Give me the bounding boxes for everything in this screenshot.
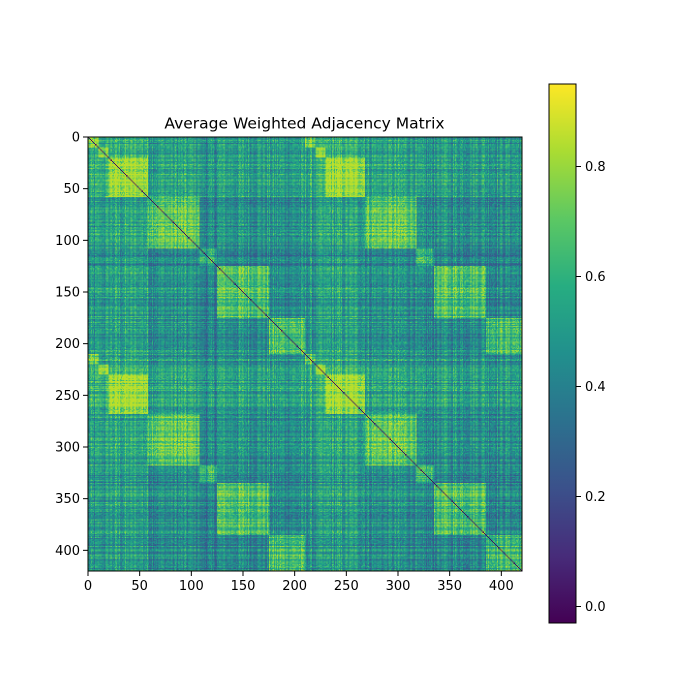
colorbar-tick-label: 0.4 [585,380,606,395]
x-tick-label: 250 [334,579,359,594]
x-tick-label: 150 [231,579,256,594]
colorbar-tick-label: 0.2 [585,490,606,505]
x-axis: 0 50 100 150 200 250 300 350 400 [84,571,514,594]
x-tick-label: 50 [131,579,148,594]
y-axis: 0 50 100 150 200 250 300 350 400 [55,131,88,559]
plot-frame [87,136,523,572]
colorbar: 0.0 0.2 0.4 0.6 0.8 [548,83,606,624]
chart-title: Average Weighted Adjacency Matrix [164,115,444,133]
y-tick-label: 300 [55,441,80,456]
y-tick-label: 50 [63,182,80,197]
x-tick-label: 350 [437,579,462,594]
y-tick-label: 350 [55,492,80,507]
colorbar-tick-label: 0.6 [585,270,606,285]
x-tick-label: 100 [179,579,204,594]
heatmap-area [87,136,523,572]
x-tick-label: 200 [282,579,307,594]
colorbar-axis: 0.0 0.2 0.4 0.6 0.8 [576,160,606,615]
x-tick-label: 0 [84,579,92,594]
x-tick-label: 400 [489,579,514,594]
y-tick-label: 100 [55,234,80,249]
heatmap-image [88,137,522,571]
y-tick-label: 400 [55,544,80,559]
colorbar-tick-label: 0.0 [585,600,606,615]
colorbar-gradient [548,83,577,624]
y-tick-label: 150 [55,286,80,301]
colorbar-tick-label: 0.8 [585,160,606,175]
y-tick-label: 0 [72,131,80,146]
y-tick-label: 200 [55,337,80,352]
x-tick-label: 300 [386,579,411,594]
y-tick-label: 250 [55,389,80,404]
